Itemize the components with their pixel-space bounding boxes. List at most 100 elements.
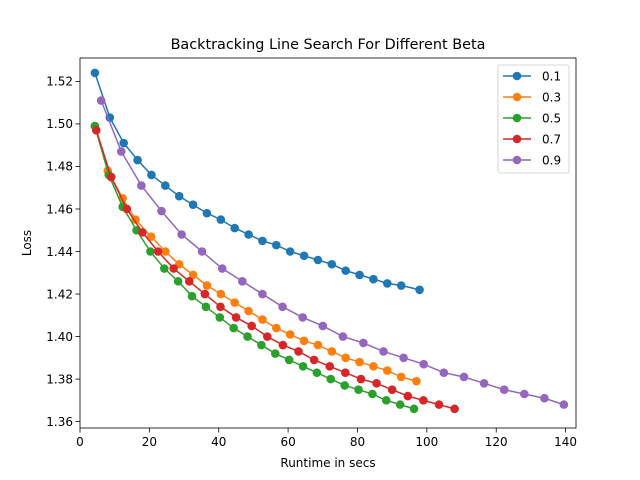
data-point xyxy=(412,376,421,386)
data-point xyxy=(278,302,287,312)
legend-item-0.1: 0.1 xyxy=(503,69,561,83)
data-point xyxy=(368,389,377,399)
data-point xyxy=(138,228,147,237)
data-point xyxy=(173,276,183,286)
data-point xyxy=(92,126,101,135)
data-point xyxy=(161,247,170,256)
x-axis-ticks: 0 20 40 60 80 100 120 140 xyxy=(76,428,577,449)
data-point xyxy=(356,374,366,384)
data-point xyxy=(169,264,178,273)
data-point xyxy=(188,270,198,280)
legend-item-0.7: 0.7 xyxy=(503,132,561,146)
legend-label: 0.5 xyxy=(542,111,561,125)
data-point xyxy=(96,96,106,105)
y-tick-label: 1.52 xyxy=(46,75,73,89)
data-point xyxy=(157,206,166,216)
data-point xyxy=(270,349,280,358)
data-point xyxy=(161,181,170,190)
x-tick-label: 40 xyxy=(211,435,226,449)
data-point xyxy=(238,276,247,286)
data-point xyxy=(338,332,348,341)
y-axis-ticks: 1.36 1.38 1.40 1.42 1.44 1.46 1.48 1.50 1.52 xyxy=(46,75,80,429)
data-point xyxy=(230,223,239,233)
data-point xyxy=(298,313,307,322)
data-point xyxy=(559,400,569,409)
data-point xyxy=(294,347,303,356)
data-point xyxy=(419,359,429,369)
x-tick-label: 60 xyxy=(280,435,295,449)
y-tick-label: 1.36 xyxy=(46,415,73,429)
series-0.7 xyxy=(92,126,459,414)
legend-item-0.5: 0.5 xyxy=(503,111,561,125)
data-point xyxy=(396,372,406,382)
legend-box xyxy=(497,64,570,174)
legend-label: 0.7 xyxy=(542,132,561,146)
data-point xyxy=(403,391,413,401)
data-point xyxy=(439,368,449,378)
legend-swatch-marker xyxy=(512,113,522,123)
data-point xyxy=(184,276,194,286)
legend-swatch-marker xyxy=(512,71,522,81)
x-tick-label: 120 xyxy=(485,435,508,449)
data-point xyxy=(244,230,253,239)
data-point xyxy=(327,259,337,269)
data-point xyxy=(201,302,211,312)
data-point xyxy=(369,274,378,284)
data-point xyxy=(202,208,212,218)
legend: 0.1 0.3 0.5 0.7 0.9 xyxy=(497,64,570,174)
data-point xyxy=(202,281,212,290)
legend-item-0.9: 0.9 xyxy=(503,153,561,167)
y-axis-label: Loss xyxy=(20,230,34,256)
data-point xyxy=(177,230,186,239)
data-point xyxy=(188,200,198,210)
data-point xyxy=(369,362,378,371)
chart-title: Backtracking Line Search For Different B… xyxy=(171,37,486,53)
data-point xyxy=(355,270,364,280)
data-point xyxy=(244,306,253,316)
data-point xyxy=(231,313,241,322)
y-tick-label: 1.42 xyxy=(46,287,73,301)
data-point xyxy=(359,338,368,348)
y-tick-label: 1.50 xyxy=(46,117,73,131)
x-tick-label: 20 xyxy=(142,435,157,449)
data-point xyxy=(372,379,381,388)
data-point xyxy=(278,340,288,350)
data-point xyxy=(243,332,252,341)
data-point xyxy=(146,232,156,241)
data-point xyxy=(258,236,267,246)
data-point xyxy=(340,381,349,390)
data-point xyxy=(217,264,227,273)
data-point xyxy=(272,323,281,333)
data-point xyxy=(116,147,126,156)
data-point xyxy=(216,215,226,224)
series-layer xyxy=(90,68,569,414)
data-point xyxy=(479,379,489,388)
data-point xyxy=(325,362,335,371)
legend-label: 0.9 xyxy=(542,153,561,167)
axes-frame xyxy=(79,57,577,429)
data-point xyxy=(396,281,406,290)
data-point xyxy=(312,368,322,378)
data-point xyxy=(540,393,549,403)
data-point xyxy=(147,170,156,180)
data-point xyxy=(313,340,323,350)
legend-items: 0.1 0.3 0.5 0.7 0.9 xyxy=(503,69,561,167)
x-tick-label: 0 xyxy=(76,435,84,449)
data-point xyxy=(383,366,392,375)
data-point xyxy=(341,353,350,363)
data-point xyxy=(415,285,424,295)
legend-label: 0.1 xyxy=(542,69,561,83)
data-point xyxy=(174,191,184,201)
data-point xyxy=(258,315,267,324)
data-point xyxy=(381,396,391,405)
data-point xyxy=(187,291,197,301)
data-point xyxy=(258,289,267,299)
data-point xyxy=(387,385,397,395)
data-point xyxy=(299,251,309,261)
y-tick-label: 1.46 xyxy=(46,202,73,216)
data-point xyxy=(284,355,294,365)
data-point xyxy=(520,389,529,399)
data-point xyxy=(230,298,239,307)
data-point xyxy=(197,247,207,256)
